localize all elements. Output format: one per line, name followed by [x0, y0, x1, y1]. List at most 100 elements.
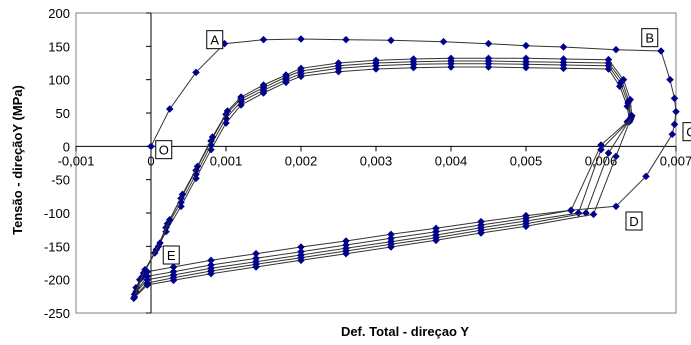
series-line — [134, 60, 632, 295]
data-point — [522, 41, 530, 50]
data-point — [627, 111, 636, 120]
data-point — [192, 68, 200, 77]
series-group — [129, 35, 680, 303]
plot-frame — [75, 12, 677, 314]
annotation-b: B — [641, 28, 659, 48]
data-point — [477, 229, 485, 237]
series — [130, 57, 635, 299]
data-point — [642, 172, 650, 181]
data-point — [589, 210, 598, 219]
annotation-box — [682, 122, 691, 142]
data-point — [626, 95, 635, 104]
data-point — [297, 35, 305, 43]
data-point — [342, 35, 350, 44]
x-tick-label: 0,002 — [285, 153, 318, 168]
annotation-e: E — [162, 245, 180, 265]
y-tick-label: -150 — [44, 239, 70, 254]
annotation-d: D — [625, 211, 643, 231]
data-point — [372, 56, 380, 65]
x-tick-label: 0,005 — [510, 153, 543, 168]
series-line — [133, 115, 633, 299]
data-point — [522, 54, 530, 63]
data-point — [387, 243, 395, 251]
y-tick-label: 0 — [63, 139, 70, 154]
series — [130, 54, 636, 301]
data-point — [147, 142, 155, 151]
data-point — [141, 265, 149, 274]
y-tick-label: 150 — [48, 39, 70, 54]
data-point — [156, 239, 164, 247]
data-point — [237, 93, 245, 101]
data-point — [439, 37, 448, 46]
y-tick-label: 100 — [48, 73, 70, 88]
data-point — [193, 162, 202, 171]
data-point — [282, 71, 290, 79]
data-point — [666, 75, 674, 84]
data-point — [208, 133, 217, 141]
data-point — [165, 215, 174, 224]
data-point — [668, 130, 677, 139]
x-tick-label: 0,007 — [660, 153, 691, 168]
data-point — [259, 35, 268, 44]
data-point — [484, 39, 493, 48]
data-point — [297, 256, 305, 265]
x-tick-label: 0,001 — [210, 153, 243, 168]
data-point — [207, 269, 215, 278]
annotation-box — [625, 211, 643, 231]
data-point — [670, 120, 679, 129]
y-tick-label: -200 — [44, 273, 70, 288]
data-point — [657, 47, 665, 55]
x-tick-label: 0,006 — [585, 153, 618, 168]
data-point — [672, 107, 680, 116]
data-point — [597, 145, 605, 154]
data-point — [670, 94, 679, 103]
data-point — [522, 222, 530, 231]
data-point — [582, 209, 590, 217]
data-point — [559, 43, 568, 51]
data-point — [165, 105, 174, 113]
annotation-box — [206, 30, 224, 50]
data-point — [574, 209, 583, 217]
annotation-box — [641, 28, 659, 48]
x-tick-label: 0 — [147, 153, 154, 168]
data-point — [342, 249, 350, 258]
annotation-label: A — [210, 33, 219, 48]
annotation-o: O — [155, 140, 173, 160]
annotation-box — [155, 140, 173, 160]
data-point — [559, 55, 568, 63]
annotation-label: E — [167, 248, 176, 263]
data-point — [387, 36, 395, 45]
data-point — [409, 55, 418, 63]
data-point — [223, 107, 232, 115]
data-point — [567, 206, 575, 215]
data-point — [447, 54, 455, 63]
data-point — [129, 294, 138, 303]
data-point — [252, 263, 260, 271]
annotation-label: C — [686, 125, 691, 140]
axes: -0,001 0 0,001 0,002 0,003 0,004 0,005 0,006 0,0… — [44, 6, 691, 321]
series — [129, 111, 636, 303]
y-tick-label: -50 — [51, 173, 70, 188]
x-tick-label: 0,003 — [360, 153, 393, 168]
data-point — [297, 64, 305, 73]
x-axis-title: Def. Total - direçao Y — [341, 324, 469, 339]
y-tick-label: -100 — [44, 206, 70, 221]
data-point — [612, 202, 620, 211]
data-point — [612, 152, 620, 161]
data-point — [619, 75, 628, 84]
annotation-c: C — [682, 122, 691, 142]
data-point — [334, 59, 343, 67]
y-tick-label: 200 — [48, 6, 70, 21]
y-axis-title: Tensão - direçãoY (MPa) — [10, 85, 25, 235]
y-tick-label: 50 — [56, 106, 70, 121]
data-point — [259, 81, 268, 89]
annotation-label: O — [159, 143, 169, 158]
x-tick-label: -0,001 — [58, 153, 95, 168]
x-tick-label: 0,004 — [435, 153, 468, 168]
data-point — [484, 54, 493, 63]
data-point — [604, 55, 613, 64]
data-point — [604, 149, 613, 157]
data-point — [143, 281, 152, 289]
data-point — [169, 276, 178, 285]
